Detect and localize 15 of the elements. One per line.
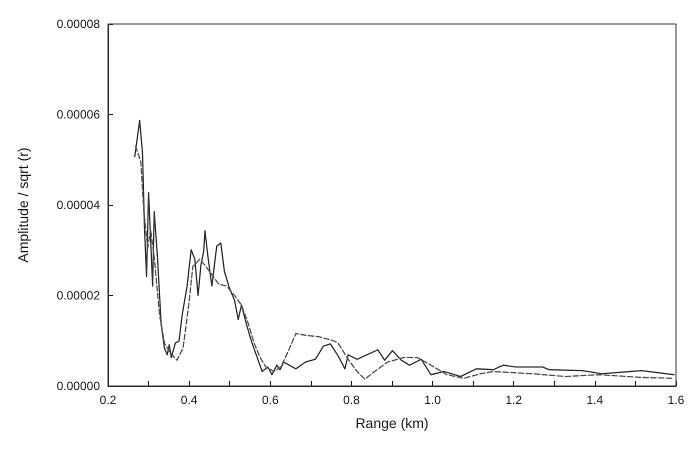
x-tick-label: 0.8: [343, 393, 360, 407]
x-tick-label: 0.6: [262, 393, 279, 407]
y-tick-label: 0.00004: [56, 198, 100, 212]
y-tick-label: 0.00006: [56, 108, 100, 122]
x-tick-label: 1.4: [586, 393, 604, 407]
x-tick-label: 1.6: [668, 393, 685, 407]
y-tick-label: 0.00008: [56, 17, 100, 31]
y-tick-label: 0.00000: [56, 379, 100, 393]
x-tick-label: 1.0: [424, 393, 442, 407]
x-tick-label: 0.4: [180, 393, 198, 407]
y-tick-label: 0.00002: [56, 288, 100, 302]
y-axis-title: Amplitude / sqrt (r): [15, 147, 31, 263]
x-tick-label: 1.2: [505, 393, 522, 407]
x-axis-title: Range (km): [355, 415, 429, 431]
x-tick-label: 0.2: [100, 393, 117, 407]
